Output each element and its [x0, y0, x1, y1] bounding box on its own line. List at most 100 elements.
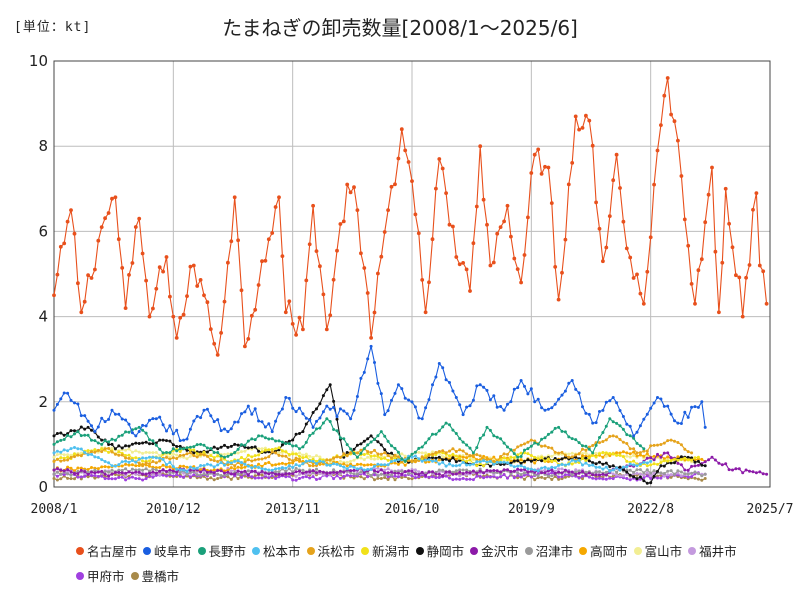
- data-point: [649, 474, 653, 478]
- data-point: [171, 465, 175, 469]
- data-point: [219, 445, 223, 449]
- data-point: [205, 470, 209, 474]
- data-point: [352, 447, 356, 451]
- data-point: [223, 427, 226, 431]
- data-point: [468, 477, 472, 481]
- data-point: [233, 467, 237, 471]
- data-point: [175, 449, 179, 453]
- data-point: [512, 448, 516, 452]
- data-point: [165, 474, 168, 478]
- data-point: [468, 458, 472, 462]
- data-point: [273, 205, 278, 209]
- data-point: [424, 441, 428, 445]
- data-point: [431, 470, 434, 474]
- data-point: [246, 469, 250, 473]
- data-point: [332, 468, 336, 472]
- data-point: [158, 454, 162, 458]
- data-point: [652, 474, 656, 478]
- data-point: [686, 455, 690, 459]
- data-point: [713, 249, 718, 254]
- data-point: [431, 456, 434, 460]
- data-point: [117, 444, 121, 448]
- data-point: [437, 472, 441, 476]
- data-point: [366, 357, 370, 361]
- data-point: [209, 447, 213, 450]
- data-point: [560, 457, 564, 461]
- data-point: [686, 243, 691, 248]
- data-point: [536, 442, 540, 446]
- data-point: [73, 455, 76, 459]
- data-point: [666, 475, 670, 479]
- data-point: [413, 459, 417, 463]
- data-point: [154, 451, 158, 454]
- data-point: [546, 407, 550, 411]
- data-point: [205, 450, 209, 454]
- data-point: [669, 469, 673, 473]
- data-point: [304, 278, 309, 283]
- series-line: [53, 447, 699, 464]
- data-point: [761, 472, 765, 476]
- data-point: [468, 446, 472, 450]
- data-point: [696, 455, 700, 459]
- data-point: [386, 467, 390, 471]
- legend-swatch: [252, 546, 261, 555]
- data-point: [137, 430, 141, 433]
- data-point: [86, 453, 90, 457]
- data-point: [311, 464, 315, 468]
- data-point: [621, 468, 625, 472]
- series-layer: [52, 76, 769, 485]
- data-point: [216, 460, 220, 463]
- data-point: [465, 473, 469, 477]
- data-point: [434, 453, 438, 457]
- data-point: [424, 460, 428, 464]
- data-point: [471, 469, 475, 473]
- data-point: [516, 386, 520, 390]
- data-point: [130, 463, 134, 467]
- data-point: [553, 466, 557, 470]
- data-point: [604, 470, 608, 474]
- data-point: [495, 469, 499, 473]
- data-point: [267, 448, 271, 452]
- data-point: [144, 440, 148, 444]
- data-point: [250, 466, 254, 470]
- data-point: [161, 463, 165, 467]
- data-point: [141, 428, 145, 432]
- data-point: [574, 472, 578, 476]
- data-point: [488, 475, 492, 479]
- data-point: [471, 478, 475, 482]
- data-point: [416, 231, 421, 236]
- data-point: [359, 442, 363, 446]
- data-point: [662, 472, 666, 475]
- data-point: [325, 474, 329, 478]
- data-point: [424, 454, 428, 458]
- data-point: [359, 466, 363, 470]
- data-point: [710, 455, 714, 459]
- data-point: [182, 447, 186, 451]
- data-point: [291, 452, 295, 456]
- data-point: [161, 468, 165, 472]
- data-point: [557, 467, 561, 471]
- data-point: [655, 148, 660, 153]
- data-point: [615, 453, 619, 457]
- data-point: [250, 459, 254, 463]
- data-point: [243, 410, 247, 414]
- data-point: [720, 260, 725, 265]
- data-point: [536, 457, 540, 461]
- data-point: [301, 475, 305, 479]
- data-point: [304, 455, 308, 459]
- data-point: [120, 446, 124, 450]
- data-point: [185, 473, 189, 477]
- y-tick-label: 0: [38, 478, 48, 496]
- data-point: [601, 408, 605, 412]
- data-point: [696, 459, 700, 463]
- data-point: [506, 461, 509, 465]
- data-point: [267, 422, 271, 426]
- data-point: [328, 463, 332, 467]
- data-point: [611, 452, 615, 456]
- data-point: [673, 439, 676, 443]
- data-point: [478, 454, 482, 458]
- data-point: [509, 455, 513, 459]
- data-point: [362, 370, 366, 374]
- data-point: [355, 455, 359, 459]
- data-point: [240, 466, 243, 470]
